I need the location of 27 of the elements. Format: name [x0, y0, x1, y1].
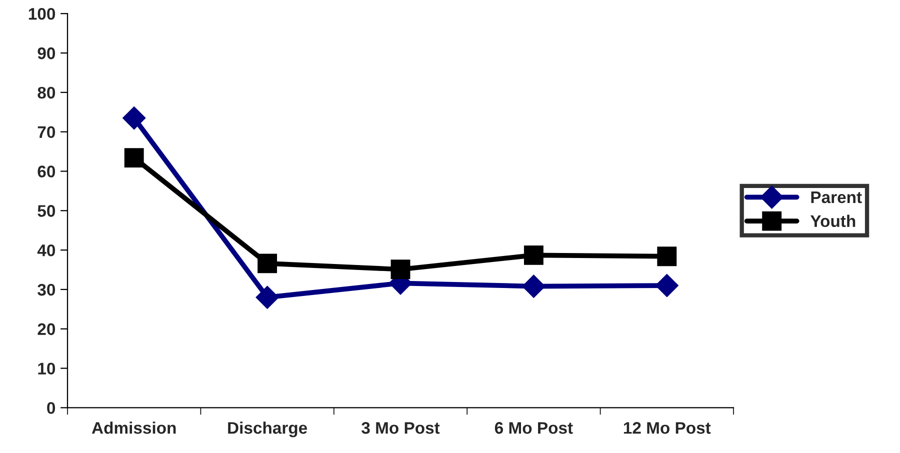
legend-label: Youth [810, 214, 856, 228]
y-tick-label: 0 [47, 402, 56, 414]
x-tick-label: Admission [92, 422, 176, 434]
y-tick-label: 80 [38, 86, 56, 99]
point [524, 245, 544, 265]
point [122, 106, 146, 130]
x-tick-label: 3 Mo Post [362, 422, 440, 434]
x-tick-label: 6 Mo Post [494, 422, 573, 434]
point [522, 274, 546, 298]
point [657, 246, 677, 266]
point [256, 286, 279, 309]
y-tick-label: 10 [38, 362, 56, 374]
y-tick-label: 60 [38, 166, 56, 178]
legend-label: Parent [811, 192, 862, 204]
y-tick-label: 50 [38, 205, 56, 217]
x-tick-label: Discharge [228, 422, 308, 438]
x-tick-label: 12 Mo Post [624, 422, 711, 434]
y-tick-label: 90 [38, 47, 56, 60]
y-tick-label: 30 [38, 284, 56, 296]
y-tick-label: 70 [38, 126, 56, 138]
point [655, 274, 678, 298]
point [258, 254, 278, 274]
point [124, 148, 144, 168]
y-tick-label: 40 [37, 244, 56, 256]
point [390, 260, 410, 280]
y-tick-label: 20 [38, 323, 56, 336]
y-tick-label: 100 [28, 8, 56, 20]
